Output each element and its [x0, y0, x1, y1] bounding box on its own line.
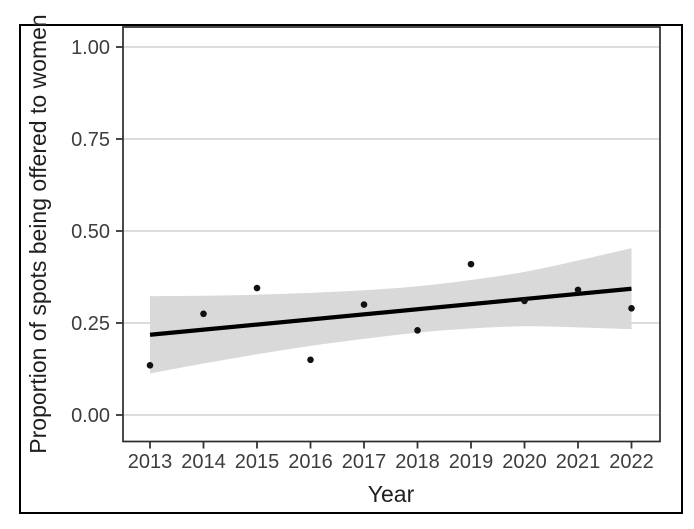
panel-border: [122, 26, 661, 443]
data-point-2020: [521, 297, 528, 305]
y-tick-label: 0.25: [71, 313, 110, 335]
data-point-2013: [146, 362, 154, 369]
data-point-2016: [307, 356, 314, 364]
data-point-2022: [628, 304, 635, 312]
data-point-2021: [574, 286, 582, 294]
x-tick-label: 2022: [609, 451, 654, 473]
y-tick-label: 0.00: [71, 405, 110, 427]
x-tick-label: 2019: [449, 451, 494, 473]
x-tick-label: 2020: [502, 451, 547, 473]
x-tick-label: 2018: [395, 451, 440, 473]
data-point-2018: [414, 327, 421, 334]
x-tick-label: 2016: [288, 451, 333, 473]
x-tick-label: 2017: [342, 451, 387, 473]
regression-line: [149, 286, 632, 337]
x-tick-label: 2013: [128, 451, 173, 473]
data-point-2019: [467, 260, 475, 268]
y-tick-label: 0.50: [71, 221, 110, 243]
x-tick-label: 2014: [181, 451, 226, 473]
x-tick-label: 2021: [556, 451, 601, 473]
y-axis-title: Proportion of spots being offered to wom…: [25, 14, 51, 453]
y-tick-label: 1.00: [71, 37, 110, 59]
y-tick-label: 0.75: [71, 129, 110, 151]
x-tick-label: 2015: [235, 451, 280, 473]
x-axis-title: Year: [368, 481, 415, 507]
data-point-2014: [200, 310, 207, 318]
data-point-2017: [360, 301, 368, 308]
data-point-2015: [253, 284, 261, 292]
